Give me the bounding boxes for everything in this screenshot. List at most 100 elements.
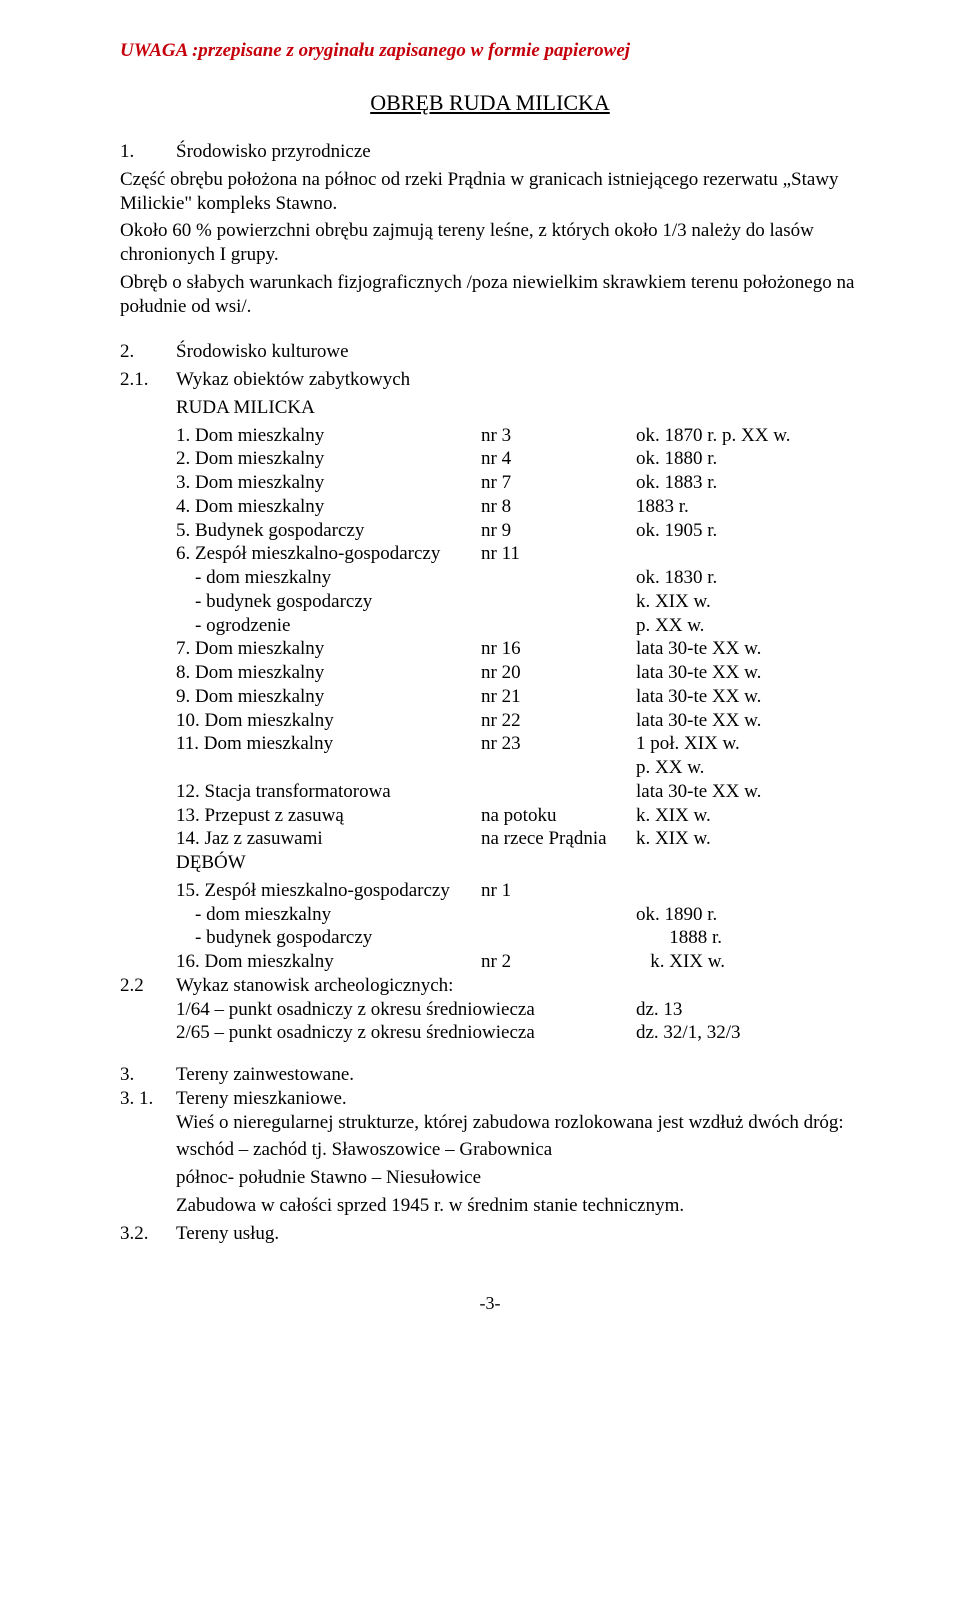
list-item-cell: 1 poł. XIX w.	[636, 732, 860, 756]
list-item-cell: lata 30-te XX w.	[636, 780, 860, 804]
list-item: - dom mieszkalnyok. 1830 r.	[120, 566, 860, 590]
list-item-cell: 4. Dom mieszkalny	[176, 495, 481, 519]
list-item-cell: 13. Przepust z zasuwą	[176, 804, 481, 828]
list-item-cell	[636, 879, 860, 903]
section-1-p1: Część obrębu położona na północ od rzeki…	[120, 168, 860, 216]
section-2-label: Środowisko kulturowe	[176, 341, 349, 362]
list-item-cell: 1888 r.	[636, 926, 860, 950]
list-item-cell: 16. Dom mieszkalny	[176, 950, 481, 974]
list-item: 5. Budynek gospodarczynr 9ok. 1905 r.	[120, 519, 860, 543]
section-3-1-label: Tereny mieszkaniowe.	[176, 1087, 860, 1111]
header-note: UWAGA :przepisane z oryginału zapisanego…	[120, 40, 860, 62]
list-item: 11. Dom mieszkalnynr 231 poł. XIX w.	[120, 732, 860, 756]
list-item-cell	[481, 903, 636, 927]
section-2-num: 2.	[120, 340, 176, 364]
list-item-cell: ok. 1883 r.	[636, 471, 860, 495]
list-item-cell: nr 20	[481, 661, 636, 685]
list-item-cell: nr 1	[481, 879, 636, 903]
list-item-cell: p. XX w.	[636, 614, 860, 638]
section-3-num: 3.	[120, 1063, 176, 1087]
list-item-cell: k. XIX w.	[636, 590, 860, 614]
list-item-cell: - dom mieszkalny	[176, 903, 481, 927]
list-item-cell: nr 11	[481, 542, 636, 566]
section-1-heading: 1.Środowisko przyrodnicze	[120, 140, 860, 164]
list-item-cell: nr 2	[481, 950, 636, 974]
section-3-1-num: 3. 1.	[120, 1087, 176, 1111]
list-item: 14. Jaz z zasuwamina rzece Prądniak. XIX…	[120, 827, 860, 851]
section-2-1-label: Wykaz obiektów zabytkowych	[176, 369, 410, 390]
list-item-cell: na rzece Prądnia	[481, 827, 636, 851]
section-3-p1: Wieś o nieregularnej strukturze, której …	[120, 1111, 860, 1135]
section-3-2-num: 3.2.	[120, 1222, 176, 1246]
list-item-cell: - ogrodzenie	[176, 614, 481, 638]
list-item-cell: 1883 r.	[636, 495, 860, 519]
list-item-cell: nr 9	[481, 519, 636, 543]
list-item-cell: - budynek gospodarczy	[176, 926, 481, 950]
list-item-cell	[481, 566, 636, 590]
list-item-cell: lata 30-te XX w.	[636, 685, 860, 709]
list-item-cell: 8. Dom mieszkalny	[176, 661, 481, 685]
list-item-cell: 3. Dom mieszkalny	[176, 471, 481, 495]
list-item-cell: 9. Dom mieszkalny	[176, 685, 481, 709]
section-2-heading: 2.Środowisko kulturowe	[120, 340, 860, 364]
section-3-2-label: Tereny usług.	[176, 1222, 860, 1246]
section-1-p3: Obręb o słabych warunkach fizjograficzny…	[120, 271, 860, 319]
list-item: - dom mieszkalny ok. 1890 r.	[120, 903, 860, 927]
list-item: 7. Dom mieszkalnynr 16lata 30-te XX w.	[120, 637, 860, 661]
list-item-cell: p. XX w.	[636, 756, 860, 780]
group-2-title: DĘBÓW	[120, 851, 860, 875]
section-2-2-num: 2.2	[120, 974, 176, 998]
list-item: p. XX w.	[120, 756, 860, 780]
list-item-cell: nr 22	[481, 709, 636, 733]
list-item-cell: - dom mieszkalny	[176, 566, 481, 590]
list-item-cell: 2. Dom mieszkalny	[176, 447, 481, 471]
list-item-cell: 15. Zespół mieszkalno-gospodarczy	[176, 879, 481, 903]
list-item-cell: lata 30-te XX w.	[636, 661, 860, 685]
list-item-cell: 11. Dom mieszkalny	[176, 732, 481, 756]
list-item-cell: ok. 1890 r.	[636, 903, 860, 927]
list-item-cell: nr 4	[481, 447, 636, 471]
list-item-cell: 7. Dom mieszkalny	[176, 637, 481, 661]
list-item: - budynek gospodarczy 1888 r.	[120, 926, 860, 950]
list-item: 10. Dom mieszkalnynr 22lata 30-te XX w.	[120, 709, 860, 733]
list-item-cell: nr 23	[481, 732, 636, 756]
section-3-p2: wschód – zachód tj. Sławoszowice – Grabo…	[120, 1138, 860, 1162]
list-item-cell: 2/65 – punkt osadniczy z okresu średniow…	[176, 1021, 636, 1045]
heritage-list-2: 15. Zespół mieszkalno-gospodarczynr 1 - …	[120, 879, 860, 974]
section-2-1-heading: 2.1.Wykaz obiektów zabytkowych	[120, 368, 860, 392]
list-item: - budynek gospodarczy k. XIX w.	[120, 590, 860, 614]
list-item: - ogrodzenie p. XX w.	[120, 614, 860, 638]
list-item-cell	[176, 756, 481, 780]
section-3-p3: północ- południe Stawno – Niesułowice	[120, 1166, 860, 1190]
list-item-cell: k. XIX w.	[636, 804, 860, 828]
document-page: UWAGA :przepisane z oryginału zapisanego…	[0, 0, 960, 1354]
list-item-cell: na potoku	[481, 804, 636, 828]
list-item-cell: ok. 1905 r.	[636, 519, 860, 543]
list-item: 2/65 – punkt osadniczy z okresu średniow…	[120, 1021, 860, 1045]
section-3-1-row: 3. 1. Tereny mieszkaniowe.	[120, 1087, 860, 1111]
page-number: -3-	[120, 1293, 860, 1314]
section-3-2-row: 3.2. Tereny usług.	[120, 1222, 860, 1246]
section-2-2-label: Wykaz stanowisk archeologicznych:	[176, 974, 860, 998]
group-1-title: RUDA MILICKA	[120, 396, 860, 420]
list-item-cell: 6. Zespół mieszkalno-gospodarczy	[176, 542, 481, 566]
list-item: 1. Dom mieszkalnynr 3ok. 1870 r. p. XX w…	[120, 424, 860, 448]
list-item-cell: ok. 1880 r.	[636, 447, 860, 471]
list-item: 13. Przepust z zasuwąna potokuk. XIX w.	[120, 804, 860, 828]
list-item-cell: k. XIX w.	[636, 827, 860, 851]
section-1-label: Środowisko przyrodnicze	[176, 141, 371, 162]
list-item-cell: 1/64 – punkt osadniczy z okresu średniow…	[176, 998, 636, 1022]
list-item-cell	[636, 542, 860, 566]
list-item: 15. Zespół mieszkalno-gospodarczynr 1	[120, 879, 860, 903]
list-item-cell: - budynek gospodarczy	[176, 590, 481, 614]
list-item: 6. Zespół mieszkalno-gospodarczynr 11	[120, 542, 860, 566]
heritage-list-1: 1. Dom mieszkalnynr 3ok. 1870 r. p. XX w…	[120, 424, 860, 852]
list-item: 3. Dom mieszkalnynr 7ok. 1883 r.	[120, 471, 860, 495]
list-item: 4. Dom mieszkalnynr 81883 r.	[120, 495, 860, 519]
list-item-cell	[481, 756, 636, 780]
list-item-cell: nr 21	[481, 685, 636, 709]
list-item: 1/64 – punkt osadniczy z okresu średniow…	[120, 998, 860, 1022]
list-item-cell: 5. Budynek gospodarczy	[176, 519, 481, 543]
section-3-p4: Zabudowa w całości sprzed 1945 r. w śred…	[120, 1194, 860, 1218]
list-item-cell: nr 3	[481, 424, 636, 448]
